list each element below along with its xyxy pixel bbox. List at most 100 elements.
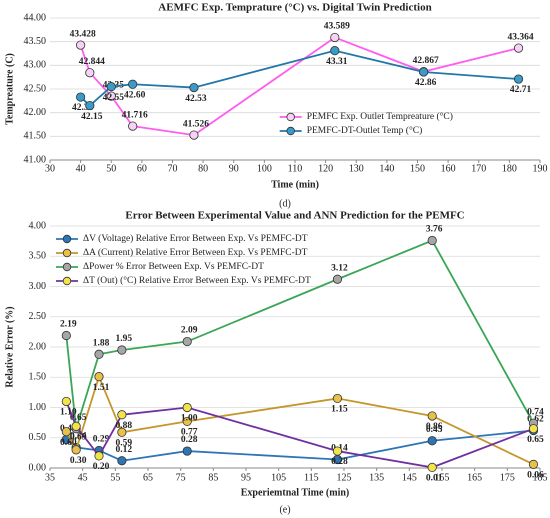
data-point — [71, 421, 81, 431]
data-label: 1.88 — [93, 338, 110, 348]
x-axis-title: Experiemtnal Time (min) — [241, 487, 350, 498]
x-tick-label: 105 — [271, 472, 286, 483]
data-point — [117, 345, 127, 355]
x-tick-label: 175 — [500, 472, 515, 483]
x-tick-label: 45 — [78, 472, 88, 483]
data-point — [332, 274, 343, 284]
data-label: 42.33 — [72, 103, 94, 113]
data-label: 0.45 — [426, 425, 443, 435]
data-point — [61, 427, 71, 437]
x-tick-label: 55 — [110, 472, 120, 483]
x-tick-label: 190 — [533, 163, 548, 174]
data-point — [128, 79, 138, 89]
data-point — [71, 445, 81, 455]
series-line — [65, 401, 534, 469]
y-tick-label: 4.00 — [29, 220, 47, 231]
data-point — [61, 396, 71, 407]
x-tick-label: 85 — [208, 472, 218, 483]
y-tick-label: 42.50 — [24, 83, 47, 94]
caption: (d) — [279, 198, 291, 209]
legend-label: PEMFC-DT-Outlet Temp (°C) — [307, 125, 423, 136]
data-point — [182, 416, 192, 427]
data-label: 0.74 — [527, 407, 544, 417]
y-tick-label: 43.00 — [24, 60, 47, 71]
legend-label: ΔV (Voltage) Relative Error Between Exp.… — [83, 233, 308, 244]
data-label: 0.69 — [70, 432, 87, 442]
y-tick-label: 3.00 — [29, 281, 47, 292]
data-label: 1.15 — [331, 405, 348, 415]
data-point — [182, 336, 192, 347]
data-point — [427, 411, 437, 421]
y-axis-title: Relative Error (%) — [4, 306, 15, 387]
y-tick-label: 1.50 — [29, 372, 47, 383]
data-point — [189, 130, 199, 140]
data-label: 43.364 — [508, 32, 534, 42]
legend-marker — [286, 126, 295, 136]
data-label: 1.00 — [181, 414, 198, 424]
x-tick-label: 35 — [45, 472, 55, 483]
legend-label: PEMFC Exp. Outlet Tempreature (°C) — [307, 111, 453, 122]
data-point — [85, 100, 95, 111]
x-tick-label: 100 — [257, 163, 272, 174]
data-point — [528, 459, 539, 469]
data-point — [128, 121, 138, 131]
x-tick-label: 70 — [168, 163, 178, 174]
data-point — [427, 436, 437, 446]
data-label: 1.51 — [93, 383, 110, 393]
data-label: 1.95 — [116, 334, 133, 344]
data-point — [94, 451, 104, 461]
series-line — [65, 373, 534, 466]
legend-marker — [62, 276, 72, 286]
y-tick-label: 44.00 — [24, 12, 47, 23]
x-tick-label: 40 — [76, 163, 86, 174]
data-label: 42.53 — [185, 94, 207, 104]
data-label: 0.77 — [181, 428, 198, 438]
chart-title: Error Between Experimental Value and ANN… — [125, 210, 464, 222]
data-label: 43.428 — [70, 29, 96, 39]
data-point — [189, 82, 199, 93]
series-line — [65, 239, 535, 429]
y-tick-label: 42.00 — [24, 107, 47, 118]
data-point — [106, 91, 116, 101]
data-point — [513, 43, 524, 53]
data-point — [330, 46, 340, 56]
data-point — [117, 456, 127, 466]
x-tick-label: 135 — [369, 472, 384, 483]
x-tick-label: 145 — [402, 472, 417, 483]
y-tick-label: 3.50 — [29, 251, 47, 262]
legend-marker — [286, 112, 295, 122]
data-label: 0.65 — [70, 413, 87, 423]
x-tick-label: 150 — [410, 163, 425, 174]
x-tick-label: 160 — [441, 163, 456, 174]
legend-label: ΔA (Current) Relative Error Between Exp.… — [83, 247, 308, 258]
data-label: 0.28 — [181, 435, 198, 445]
y-tick-label: 0.00 — [29, 462, 47, 473]
x-tick-label: 65 — [143, 472, 153, 483]
data-label: 0.12 — [116, 445, 133, 455]
x-tick-label: 30 — [45, 163, 55, 174]
x-tick-label: 165 — [467, 472, 482, 483]
x-tick-label: 155 — [435, 472, 450, 483]
data-point — [528, 424, 539, 434]
data-label: 3.12 — [331, 263, 348, 273]
data-label: 2.09 — [181, 326, 198, 336]
data-label: 0.60 — [60, 438, 77, 448]
y-tick-label: 41.50 — [24, 131, 47, 142]
x-tick-label: 110 — [288, 163, 303, 174]
data-label: 42.55 — [103, 93, 125, 103]
data-label: 42.844 — [79, 57, 105, 67]
caption: (e) — [279, 504, 290, 515]
legend-marker — [62, 248, 72, 258]
y-tick-label: 0.50 — [29, 432, 47, 443]
x-tick-label: 180 — [502, 163, 517, 174]
chart-title: AEMFC Exp. Temprature (°C) vs. Digital T… — [158, 2, 431, 14]
data-label: 42.867 — [413, 56, 439, 66]
data-point — [182, 446, 192, 456]
data-label: 0.20 — [93, 462, 110, 472]
data-point — [427, 462, 437, 472]
y-tick-label: 41.00 — [24, 154, 47, 165]
series-line — [79, 36, 519, 137]
data-label: 42.71 — [510, 85, 532, 95]
x-tick-label: 95 — [241, 472, 251, 483]
